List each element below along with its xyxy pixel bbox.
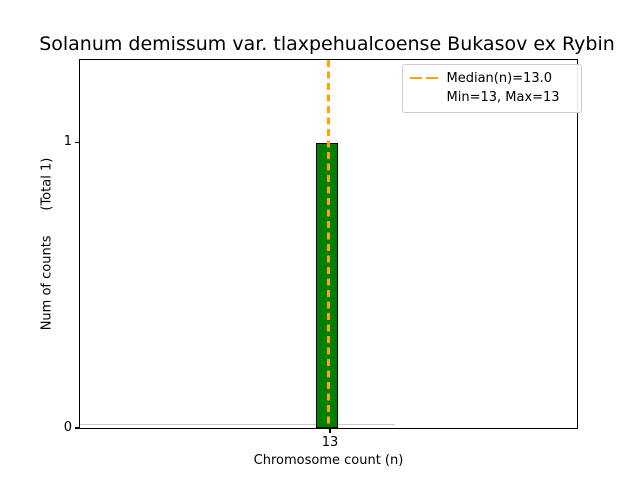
y-axis-label: Num of counts (Total 1)	[39, 157, 55, 331]
legend-minmax-label: Min=13, Max=13	[446, 89, 560, 105]
legend-row-minmax: Min=13, Max=13	[410, 88, 574, 107]
median-dashed-line	[327, 59, 330, 428]
y-tick-label-0: 0	[63, 420, 72, 435]
median-dash-marker-icon	[409, 76, 438, 80]
zero-height-bins-baseline	[79, 423, 395, 425]
legend: Median(n)=13.0 Min=13, Max=13	[401, 63, 582, 113]
legend-marker-spacer	[410, 96, 438, 99]
y-tick-label-1: 1	[63, 134, 72, 149]
y-tick-mark-1	[75, 141, 79, 143]
legend-median-label: Median(n)=13.0	[446, 70, 553, 86]
x-tick-label-13: 13	[321, 435, 339, 450]
chart-title: Solanum demissum var. tlaxpehualcoense B…	[39, 33, 615, 55]
plot-area: Median(n)=13.0 Min=13, Max=13	[78, 58, 582, 429]
y-tick-mark-0	[75, 427, 79, 429]
x-tick-mark-13	[329, 428, 331, 433]
x-axis-label: Chromosome count (n)	[253, 453, 404, 468]
legend-row-median: Median(n)=13.0	[409, 69, 574, 88]
